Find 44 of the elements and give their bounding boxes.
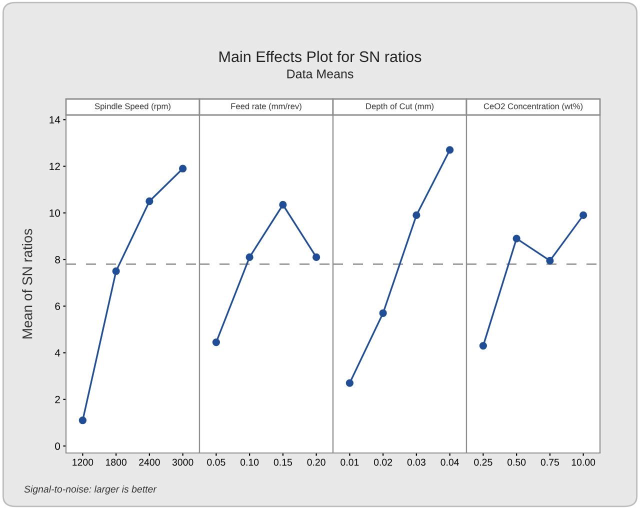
x-tick-label: 0.01: [340, 458, 359, 466]
point: [379, 309, 387, 317]
y-tick-label: 4: [54, 349, 60, 357]
chart-title: CeO2 Concentration (wt%): [484, 103, 583, 111]
y-tick-label: 12: [50, 162, 60, 170]
chart-title: Depth of Cut (mm): [366, 103, 434, 111]
point: [412, 211, 420, 220]
point: [178, 164, 187, 172]
x-tick-label: 0.75: [540, 458, 559, 466]
point: [146, 197, 154, 206]
x-tick-label: 0.02: [374, 458, 392, 466]
chart-title: Spindle Speed (rpm): [94, 103, 170, 111]
x-tick-label: 0.20: [307, 458, 326, 466]
x-tick-label: 0.50: [507, 458, 526, 466]
y-tick-label: 10: [50, 209, 60, 217]
point: [512, 234, 520, 242]
point: [112, 267, 120, 275]
x-tick-label: 0.25: [474, 458, 492, 466]
x-tick-label: 0.15: [274, 458, 292, 466]
point: [78, 416, 87, 424]
x-tick-label: 0.03: [407, 458, 426, 466]
point: [579, 211, 588, 220]
point: [546, 256, 554, 265]
y-tick-label: 6: [55, 302, 60, 310]
y-tick-label: 14: [50, 116, 60, 124]
x-tick-label: 0.05: [207, 458, 226, 466]
text: Signal-to-noise: larger is better: [24, 485, 157, 495]
x-tick-label: 10.00: [572, 458, 596, 466]
text: Data Means: [287, 70, 354, 78]
y-tick-label: 8: [55, 256, 60, 264]
x-tick-label: 1800: [106, 458, 126, 466]
x-tick-label: 1200: [72, 458, 94, 466]
x-tick-label: 0.10: [240, 458, 259, 466]
point: [446, 146, 454, 154]
text: Main Effects Plot for SN ratios: [220, 50, 422, 62]
y-tick-label: 0: [55, 442, 60, 450]
x-tick-label: 0.04: [440, 458, 459, 466]
x-tick-label: 2400: [139, 458, 160, 466]
chart-title: Feed rate (mm/rev): [231, 103, 302, 111]
point: [479, 342, 488, 350]
point: [346, 379, 354, 387]
x-tick-label: 3000: [172, 458, 194, 466]
y-axis-title: Mean of SN ratios: [22, 228, 32, 338]
y-tick-label: 2: [55, 396, 60, 404]
